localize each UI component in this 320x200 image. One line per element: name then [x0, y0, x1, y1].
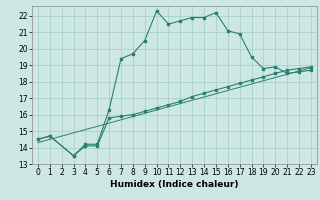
X-axis label: Humidex (Indice chaleur): Humidex (Indice chaleur) [110, 180, 239, 189]
